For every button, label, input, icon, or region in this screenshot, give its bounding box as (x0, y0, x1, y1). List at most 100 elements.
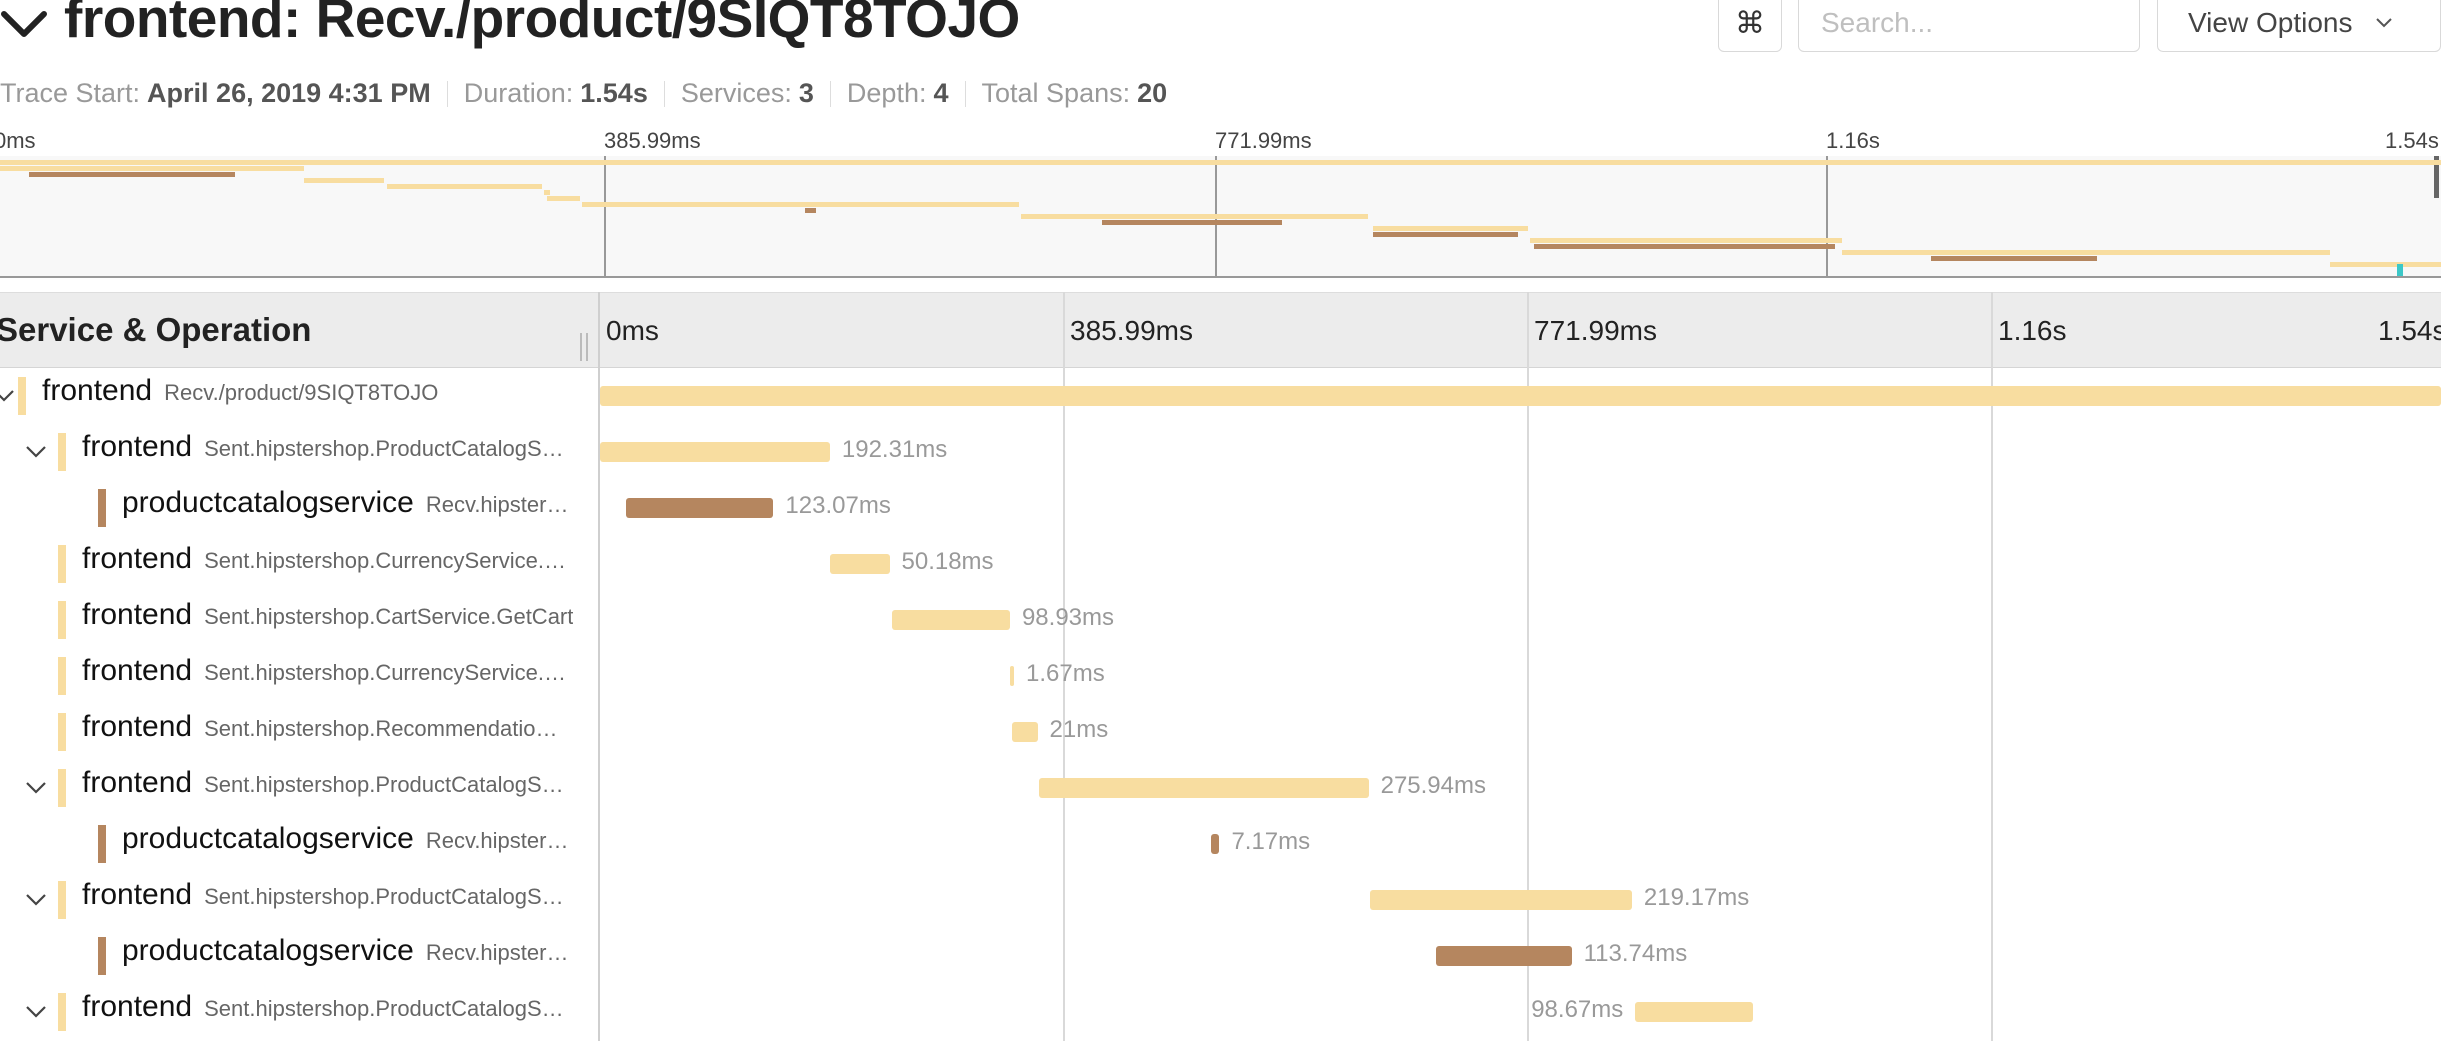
trace-minimap[interactable]: 0ms 385.99ms 771.99ms 1.16s 1.54s (0, 126, 2441, 278)
minimap-ticks: 0ms 385.99ms 771.99ms 1.16s 1.54s (0, 126, 2441, 156)
minimap-span-bar (1930, 256, 2098, 261)
span-duration-bar[interactable] (600, 442, 830, 462)
operation-name[interactable]: Sent.hipstershop.Recommendatio… (204, 716, 558, 741)
service-name[interactable]: productcatalogservice (122, 934, 414, 967)
search-input[interactable] (1798, 0, 2140, 52)
span-duration-bar[interactable] (1210, 834, 1220, 854)
operation-name[interactable]: Sent.hipstershop.CurrencyService.… (204, 660, 567, 685)
operation-name[interactable]: Recv.hipster… (425, 492, 569, 517)
span-row[interactable]: frontend Sent.hipstershop.ProductCatalogS… (0, 984, 2441, 1040)
service-name[interactable]: frontend (82, 990, 193, 1023)
minimap-span-bar (0, 166, 305, 171)
span-duration-bar[interactable] (626, 498, 774, 518)
minimap-span-bar (546, 196, 581, 201)
span-row[interactable]: productcatalogservice Recv.hipster… 7.17ms (0, 816, 2441, 872)
operation-name[interactable]: Sent.hipstershop.ProductCatalogS… (204, 436, 564, 461)
timeline-gridline (1527, 292, 1529, 1041)
minimap-span-bar (2330, 262, 2441, 267)
span-duration-label: 1.67ms (1026, 660, 1105, 687)
chevron-down-icon[interactable] (0, 382, 18, 410)
operation-name[interactable]: Sent.hipstershop.ProductCatalogS… (204, 884, 564, 909)
meta-divider (964, 80, 966, 107)
span-row[interactable]: frontend Sent.hipstershop.CurrencyService… (0, 536, 2441, 592)
timeline-tick-label: 0ms (606, 315, 659, 346)
span-duration-label: 50.18ms (901, 548, 994, 575)
span-row[interactable]: frontend Sent.hipstershop.CartService.Get… (0, 592, 2441, 648)
chevron-down-icon[interactable] (22, 438, 50, 466)
service-color-marker (58, 433, 66, 471)
timeline-tick-label: 1.54s (2378, 315, 2441, 346)
span-row[interactable]: productcatalogservice Recv.hipster… 113.74… (0, 928, 2441, 984)
view-options-dropdown[interactable]: View Options (2157, 0, 2441, 52)
span-row[interactable]: frontend Recv./product/9SIQT8TOJO (0, 368, 2441, 424)
chevron-down-icon[interactable] (22, 998, 50, 1026)
span-duration-bar[interactable] (1369, 890, 1632, 910)
command-key-icon: ⌘ (1735, 6, 1765, 40)
operation-name[interactable]: Sent.hipstershop.ProductCatalogS… (204, 996, 564, 1021)
service-name[interactable]: frontend (82, 654, 193, 687)
timeline-tick-label: 771.99ms (1534, 315, 1657, 346)
column-resizer[interactable] (580, 333, 588, 361)
service-name[interactable]: productcatalogservice (122, 486, 414, 519)
service-color-marker (98, 489, 106, 527)
service-color-marker (18, 377, 26, 415)
service-color-marker (58, 769, 66, 807)
trace-title: frontend: Recv./product/9SIQT8TOJO (64, 0, 1020, 49)
minimap-span-bar (1529, 238, 1842, 243)
chevron-down-icon[interactable] (22, 886, 50, 914)
span-duration-bar[interactable] (1435, 946, 1572, 966)
minimap-span-bar (28, 172, 235, 177)
minimap-span-bar (543, 190, 550, 195)
span-row[interactable]: productcatalogservice Recv.hipster… 123.07… (0, 480, 2441, 536)
service-name[interactable]: frontend (82, 710, 193, 743)
meta-divider (663, 80, 665, 107)
chevron-down-icon[interactable] (22, 774, 50, 802)
service-name[interactable]: frontend (82, 598, 193, 631)
span-duration-bar[interactable] (829, 554, 890, 574)
timeline-gridline (1063, 292, 1065, 1041)
minimap-tick-label: 771.99ms (1215, 128, 1312, 153)
service-name[interactable]: frontend (82, 766, 193, 799)
span-row[interactable]: frontend Sent.hipstershop.ProductCatalogS… (0, 760, 2441, 816)
service-name[interactable]: frontend (82, 430, 193, 463)
minimap-tick-label: 385.99ms (604, 128, 701, 153)
span-duration-bar[interactable] (891, 610, 1010, 630)
service-color-marker (58, 545, 66, 583)
chevron-down-icon[interactable] (0, 2, 48, 50)
span-row[interactable]: frontend Sent.hipstershop.ProductCatalogS… (0, 424, 2441, 480)
operation-name[interactable]: Sent.hipstershop.CartService.GetCart (204, 604, 574, 629)
span-row[interactable]: frontend Sent.hipstershop.CurrencyService… (0, 648, 2441, 704)
minimap-canvas[interactable] (0, 156, 2441, 278)
keyboard-shortcuts-button[interactable]: ⌘ (1718, 0, 1782, 52)
span-row[interactable]: frontend Sent.hipstershop.Recommendatio… 2… (0, 704, 2441, 760)
minimap-drag-handle[interactable] (2434, 156, 2439, 198)
span-duration-label: 275.94ms (1380, 772, 1486, 799)
service-name[interactable]: productcatalogservice (122, 822, 414, 855)
service-name[interactable]: frontend (82, 878, 193, 911)
operation-name[interactable]: Recv.hipster… (425, 828, 569, 853)
minimap-tick-label: 1.16s (1826, 128, 1880, 153)
trace-header: frontend: Recv./product/9SIQT8TOJO ⌘ Vie… (0, 0, 2441, 140)
service-color-marker (58, 601, 66, 639)
span-duration-label: 113.74ms (1583, 940, 1688, 967)
span-duration-bar[interactable] (1635, 1002, 1754, 1022)
operation-name[interactable]: Recv./product/9SIQT8TOJO (164, 380, 439, 405)
span-duration-bar[interactable] (1038, 778, 1369, 798)
span-row[interactable]: frontend Sent.hipstershop.ProductCatalogS… (0, 872, 2441, 928)
span-duration-bar[interactable] (600, 386, 2441, 406)
operation-name[interactable]: Sent.hipstershop.ProductCatalogS… (204, 772, 564, 797)
meta-divider (446, 80, 448, 107)
span-duration-label: 98.93ms (1021, 604, 1115, 631)
service-color-marker (98, 825, 106, 863)
operation-name[interactable]: Recv.hipster… (425, 940, 569, 965)
service-name[interactable]: frontend (82, 542, 193, 575)
span-duration-bar[interactable] (1012, 722, 1038, 742)
minimap-span-bar (805, 208, 817, 213)
service-operation-column-title: Service & Operation (0, 311, 312, 348)
minimap-span-bar (1841, 250, 2331, 255)
operation-name[interactable]: Sent.hipstershop.CurrencyService.… (204, 548, 567, 573)
service-color-marker (58, 881, 66, 919)
service-name[interactable]: frontend (42, 374, 153, 407)
service-color-marker (58, 713, 66, 751)
span-duration-bar[interactable] (1010, 666, 1015, 686)
